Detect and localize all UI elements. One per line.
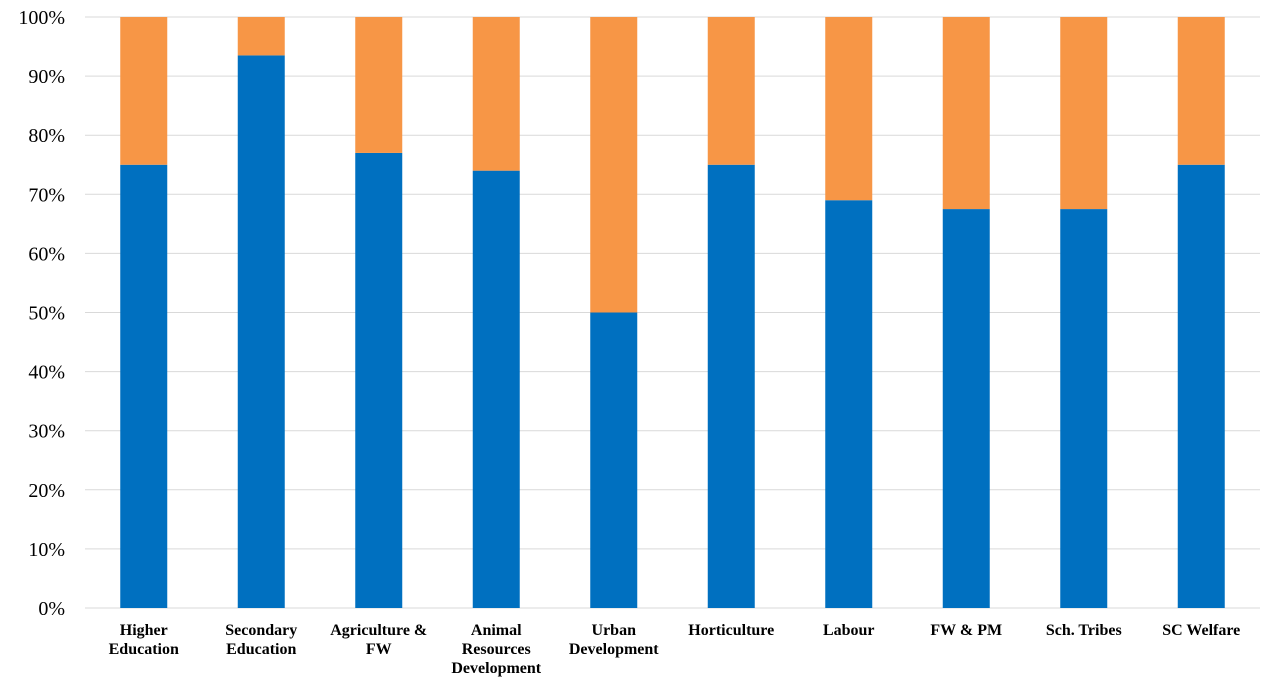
x-tick-label-line: Agriculture & xyxy=(330,622,427,639)
x-tick-label-line: Development xyxy=(569,641,659,658)
x-axis-ticks: Higher Education Secondary Education Agricul… xyxy=(109,622,1241,677)
bar-segment-series1 xyxy=(237,55,285,609)
bar-segment-series1 xyxy=(120,164,168,608)
y-axis-ticks: 0% 10% 20% 30% 40% 50% 60% 70% 80% 90% 100% xyxy=(18,7,65,620)
bar-segment-series1 xyxy=(1060,209,1108,608)
bar-segment-series2 xyxy=(120,17,168,165)
bar-segment-series2 xyxy=(472,17,520,171)
y-tick-label: 40% xyxy=(28,362,65,384)
x-tick-label-line: SC Welfare xyxy=(1162,622,1240,639)
y-tick-label: 80% xyxy=(28,125,65,147)
x-tick-label-line: Animal xyxy=(471,622,522,639)
bar-segment-series1 xyxy=(1177,164,1225,608)
x-tick-label-line: Higher xyxy=(120,622,168,639)
x-tick-label: Agriculture & FW xyxy=(330,622,427,658)
x-tick-label: SC Welfare xyxy=(1162,622,1240,639)
bar-segment-series1 xyxy=(472,170,520,608)
y-tick-label: 60% xyxy=(28,243,65,265)
bar-segment-series2 xyxy=(942,17,990,210)
x-tick-label: Horticulture xyxy=(688,622,774,639)
x-tick-label-line: FW xyxy=(366,641,392,658)
bar-segment-series2 xyxy=(825,17,873,201)
y-tick-label: 100% xyxy=(18,7,65,29)
y-tick-label: 50% xyxy=(28,303,65,325)
x-tick-label-line: Secondary xyxy=(225,622,297,639)
x-tick-label-line: Labour xyxy=(823,622,875,639)
y-tick-label: 70% xyxy=(28,184,65,206)
x-tick-label: FW & PM xyxy=(930,622,1002,639)
y-tick-label: 30% xyxy=(28,421,65,443)
x-tick-label-line: Development xyxy=(451,660,541,677)
bar-segment-series2 xyxy=(355,17,403,153)
y-tick-label: 20% xyxy=(28,480,65,502)
x-tick-label: Higher Education xyxy=(109,622,179,658)
x-tick-label: Sch. Tribes xyxy=(1046,622,1122,639)
x-tick-label: Secondary Education xyxy=(225,622,297,658)
x-tick-label-line: Education xyxy=(109,641,179,658)
bar-segment-series2 xyxy=(590,17,638,313)
bars xyxy=(120,17,1225,609)
x-tick-label-line: Urban xyxy=(592,622,637,639)
bar-segment-series1 xyxy=(942,209,990,608)
bar-segment-series2 xyxy=(707,17,755,165)
bar-segment-series1 xyxy=(355,152,403,608)
x-tick-label: Animal Resources Development xyxy=(451,622,541,677)
y-tick-label: 90% xyxy=(28,66,65,88)
y-tick-label: 0% xyxy=(38,598,65,620)
x-tick-label-line: Resources xyxy=(462,641,531,658)
y-tick-label: 10% xyxy=(28,539,65,561)
x-tick-label-line: Education xyxy=(226,641,296,658)
x-tick-label-line: FW & PM xyxy=(930,622,1002,639)
bar-segment-series2 xyxy=(1177,17,1225,165)
x-tick-label: Labour xyxy=(823,622,875,639)
x-tick-label-line: Horticulture xyxy=(688,622,774,639)
bar-segment-series2 xyxy=(1060,17,1108,210)
bar-segment-series1 xyxy=(590,312,638,608)
bar-segment-series1 xyxy=(825,200,873,608)
x-tick-label-line: Sch. Tribes xyxy=(1046,622,1122,639)
bar-segment-series2 xyxy=(237,17,285,56)
bar-segment-series1 xyxy=(707,164,755,608)
x-tick-label: Urban Development xyxy=(569,622,659,658)
